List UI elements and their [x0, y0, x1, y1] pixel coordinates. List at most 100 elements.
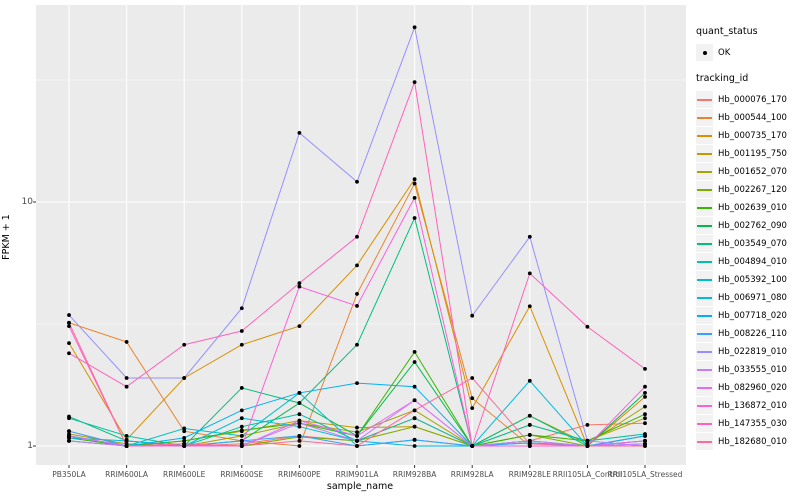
data-point	[355, 234, 359, 239]
data-point	[124, 434, 129, 438]
y-axis-title: FPKM + 1	[1, 214, 12, 260]
x-tick-label: RRIM600LA	[105, 470, 149, 479]
series-line-key-icon	[696, 145, 713, 162]
data-point	[412, 181, 417, 186]
legend: quant_status OK tracking_id Hb_000076_17…	[696, 26, 800, 451]
data-point	[643, 391, 647, 395]
data-point	[355, 263, 359, 268]
legend-item: Hb_002267_120	[696, 181, 800, 198]
data-point	[124, 444, 129, 448]
legend-item-label: Hb_003549_070	[718, 238, 787, 249]
quant-status-legend-title: quant_status	[696, 26, 758, 37]
x-axis-title: sample_name	[326, 481, 394, 492]
legend-item: Hb_006971_080	[696, 289, 800, 306]
data-point	[527, 304, 532, 309]
ok-point-key-icon	[696, 44, 713, 61]
legend-item-label: Hb_147355_030	[718, 418, 787, 429]
legend-item-label: Hb_136872_010	[718, 400, 787, 411]
data-point	[124, 340, 129, 344]
data-point	[239, 424, 244, 429]
data-point	[67, 434, 71, 438]
series-line-key-icon	[696, 307, 713, 324]
legend-item: Hb_000735_170	[696, 127, 800, 144]
legend-item: Hb_000544_100	[696, 109, 800, 126]
data-point	[355, 434, 359, 438]
legend-item-label: Hb_006971_080	[718, 292, 787, 303]
data-point	[643, 384, 647, 389]
data-point	[412, 384, 417, 389]
legend-item-label: Hb_182680_010	[718, 436, 787, 447]
data-point	[527, 442, 532, 446]
data-point	[67, 351, 71, 356]
legend-item: Hb_007718_020	[696, 307, 800, 324]
legend-item: Hb_001652_070	[696, 163, 800, 180]
series-line-key-icon	[696, 217, 713, 234]
data-point	[182, 442, 187, 446]
data-point	[239, 342, 244, 347]
legend-item: Hb_022819_010	[696, 343, 800, 360]
legend-item-label: Hb_002639_010	[718, 202, 787, 213]
series-line-key-icon	[696, 433, 713, 450]
legend-item-label: Hb_001195_750	[718, 148, 787, 159]
series-line-key-icon	[696, 415, 713, 432]
x-tick-label: RRII105LA_Stressed	[607, 470, 683, 479]
data-point	[470, 444, 475, 448]
data-point	[239, 386, 244, 390]
legend-item-label: Hb_000076_170	[718, 94, 787, 105]
data-point	[297, 412, 302, 417]
data-point	[182, 435, 187, 440]
legend-item: Hb_003549_070	[696, 235, 800, 252]
data-point	[182, 376, 187, 380]
panel-background	[36, 5, 686, 465]
data-point	[527, 433, 532, 437]
legend-item-label: Hb_033555_010	[718, 364, 787, 375]
data-point	[412, 360, 417, 364]
data-point	[182, 438, 187, 443]
series-line-key-icon	[696, 397, 713, 414]
data-point	[470, 313, 475, 318]
data-point	[355, 381, 359, 386]
series-line-key-icon	[696, 199, 713, 216]
x-tick-label: RRIM928LA	[450, 470, 494, 479]
legend-item: Hb_033555_010	[696, 361, 800, 378]
legend-item: Hb_008226_110	[696, 325, 800, 342]
data-point	[470, 376, 475, 380]
series-line-key-icon	[696, 91, 713, 108]
data-point	[643, 394, 647, 399]
legend-item: Hb_004894_010	[696, 253, 800, 270]
data-point	[355, 292, 359, 296]
data-point	[412, 398, 417, 403]
data-point	[527, 234, 532, 239]
series-line-key-icon	[696, 253, 713, 270]
data-point	[527, 271, 532, 276]
data-point	[67, 324, 71, 329]
tracking-id-legend-items: Hb_000076_170 Hb_000544_100 Hb_000735_170 H…	[696, 91, 800, 450]
data-point	[585, 438, 590, 443]
data-point	[67, 313, 71, 317]
data-point	[239, 428, 244, 433]
legend-item: Hb_147355_030	[696, 415, 800, 432]
data-point	[412, 177, 417, 182]
series-line-key-icon	[696, 127, 713, 144]
data-point	[585, 444, 590, 448]
data-point	[239, 416, 244, 421]
data-point	[355, 179, 359, 184]
data-point	[355, 438, 359, 443]
data-point	[412, 216, 417, 220]
data-point	[297, 401, 302, 405]
data-point	[124, 376, 129, 380]
data-point	[470, 396, 475, 401]
data-point	[239, 306, 244, 311]
data-point	[412, 416, 417, 421]
data-point	[643, 438, 647, 443]
data-point	[297, 444, 302, 448]
legend-item-label: Hb_004894_010	[718, 256, 787, 267]
series-line-key-icon	[696, 235, 713, 252]
data-point	[412, 437, 417, 442]
y-tick-label: 10	[21, 197, 33, 207]
x-tick-label: RRII105LA_Control	[552, 470, 623, 479]
series-line-key-icon	[696, 361, 713, 378]
data-point	[67, 438, 71, 443]
series-line-key-icon	[696, 379, 713, 396]
